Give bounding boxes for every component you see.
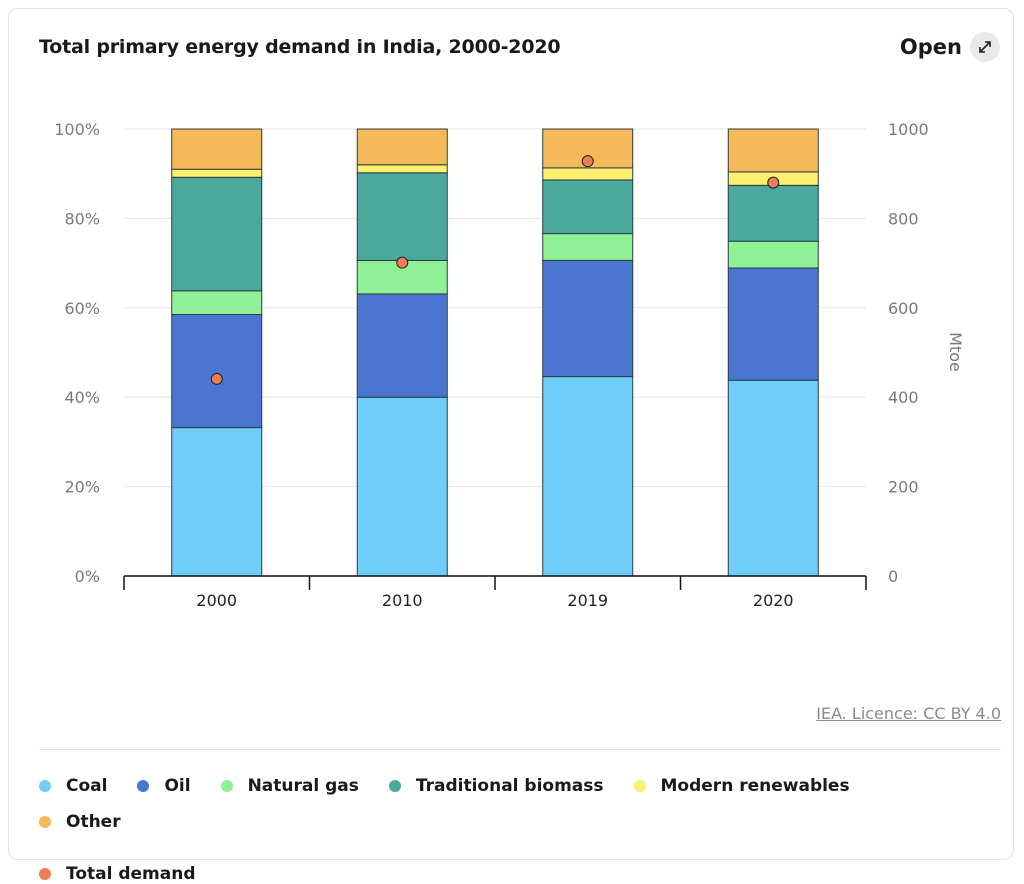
category-label: 2000 xyxy=(196,591,237,610)
bar-segment-natural-gas[interactable] xyxy=(171,290,263,316)
right-axis-title: Mtoe xyxy=(946,332,965,372)
legend-item-natural-gas[interactable]: Natural gas xyxy=(220,776,359,796)
legend-swatch-icon xyxy=(633,780,646,792)
category-label: 2020 xyxy=(753,591,794,610)
bar-segment-oil[interactable] xyxy=(542,259,634,378)
right-tick-label: 0 xyxy=(888,567,898,586)
legend-label: Modern renewables xyxy=(660,776,850,796)
bar-segment-oil[interactable] xyxy=(727,267,819,381)
legend-swatch-icon xyxy=(220,780,233,792)
legend-swatch-icon xyxy=(39,780,51,792)
bar-segment-modern-renewables[interactable] xyxy=(542,167,634,181)
bar-segment-other[interactable] xyxy=(727,128,819,173)
legend-swatch-icon xyxy=(388,780,401,792)
legend-item-modern-renewables[interactable]: Modern renewables xyxy=(633,776,850,796)
category-label: 2010 xyxy=(382,591,423,610)
legend-item-total-demand[interactable]: Total demand xyxy=(39,864,196,884)
bar-segment-coal[interactable] xyxy=(727,379,819,577)
right-tick-label: 600 xyxy=(888,299,919,318)
bar-segment-modern-renewables[interactable] xyxy=(171,168,263,178)
left-tick-label: 100% xyxy=(54,120,100,139)
legend-label: Oil xyxy=(164,776,191,796)
bar-segment-natural-gas[interactable] xyxy=(542,233,634,261)
total-demand-point[interactable] xyxy=(396,256,409,269)
category-label: 2019 xyxy=(567,591,608,610)
bar-segment-other[interactable] xyxy=(171,128,263,170)
legend-item-oil[interactable]: Oil xyxy=(137,776,191,796)
bar-segment-coal[interactable] xyxy=(542,376,634,577)
open-button[interactable]: Open xyxy=(900,32,1000,62)
bar-segment-coal[interactable] xyxy=(171,427,263,577)
bar-segment-traditional-biomass[interactable] xyxy=(727,184,819,242)
right-tick-label: 200 xyxy=(888,478,919,497)
right-tick-label: 800 xyxy=(888,209,919,228)
legend-label: Coal xyxy=(66,776,108,796)
bar-segment-modern-renewables[interactable] xyxy=(356,164,448,174)
legend-swatch-icon xyxy=(137,780,150,792)
legend-divider xyxy=(39,749,1001,750)
bar-segment-traditional-biomass[interactable] xyxy=(171,176,263,292)
legend-item-traditional-biomass[interactable]: Traditional biomass xyxy=(388,776,604,796)
bar-segment-traditional-biomass[interactable] xyxy=(542,179,634,235)
open-label: Open xyxy=(899,35,962,59)
legend: Coal Oil Natural gas Traditional biomass Mod… xyxy=(39,776,979,884)
bar-segment-oil[interactable] xyxy=(171,314,263,429)
legend-swatch-icon xyxy=(39,868,51,880)
left-tick-label: 20% xyxy=(64,478,100,497)
total-demand-point[interactable] xyxy=(210,372,223,385)
right-tick-label: 400 xyxy=(888,388,919,407)
legend-label: Total demand xyxy=(66,864,196,884)
bar-segment-oil[interactable] xyxy=(356,293,448,398)
left-tick-label: 80% xyxy=(64,209,100,228)
bar-segment-other[interactable] xyxy=(356,128,448,166)
legend-item-other[interactable]: Other xyxy=(39,812,121,832)
bar-segment-natural-gas[interactable] xyxy=(727,240,819,269)
chart-plot: 100%80%60%40%20%0%10008006004002000Mtoe2… xyxy=(54,120,965,610)
legend-label: Natural gas xyxy=(247,776,359,796)
chart-title: Total primary energy demand in India, 20… xyxy=(39,36,561,58)
licence-link[interactable]: IEA. Licence: CC BY 4.0 xyxy=(816,704,1001,723)
left-tick-label: 40% xyxy=(64,388,100,407)
bar-segment-traditional-biomass[interactable] xyxy=(356,172,448,261)
left-tick-label: 60% xyxy=(64,299,100,318)
legend-label: Traditional biomass xyxy=(415,776,604,796)
legend-item-coal[interactable]: Coal xyxy=(39,776,107,796)
legend-label: Other xyxy=(66,812,121,832)
total-demand-point[interactable] xyxy=(581,155,594,168)
total-demand-point[interactable] xyxy=(767,176,780,189)
right-tick-label: 1000 xyxy=(888,120,929,139)
legend-swatch-icon xyxy=(39,816,51,828)
expand-icon xyxy=(970,32,1000,62)
bar-segment-coal[interactable] xyxy=(356,396,448,577)
left-tick-label: 0% xyxy=(75,567,100,586)
